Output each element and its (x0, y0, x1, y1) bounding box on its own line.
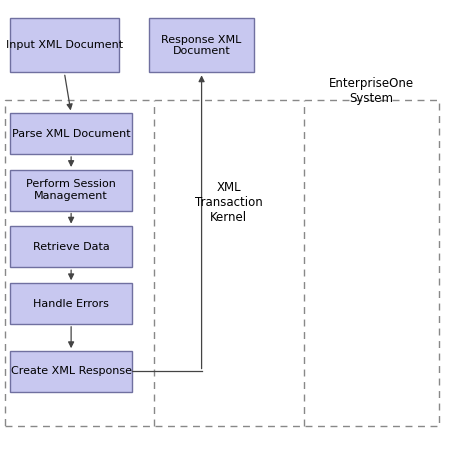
Bar (10, 283, 132, 324)
Bar (10, 351, 132, 392)
Text: Input XML Document: Input XML Document (6, 40, 123, 50)
Bar (5, 100, 439, 426)
Text: Parse XML Document: Parse XML Document (12, 129, 130, 139)
Text: Perform Session
Management: Perform Session Management (26, 179, 116, 201)
Text: Response XML
Document: Response XML Document (161, 34, 242, 56)
Bar (10, 18, 119, 72)
Text: Retrieve Data: Retrieve Data (33, 242, 110, 252)
Bar (10, 226, 132, 267)
Bar (149, 18, 254, 72)
Text: XML
Transaction
Kernel: XML Transaction Kernel (195, 181, 263, 224)
Bar (10, 170, 132, 211)
Text: Handle Errors: Handle Errors (33, 299, 109, 308)
Text: Create XML Response: Create XML Response (10, 366, 132, 376)
Bar (10, 113, 132, 154)
Text: EnterpriseOne
System: EnterpriseOne System (329, 77, 414, 105)
